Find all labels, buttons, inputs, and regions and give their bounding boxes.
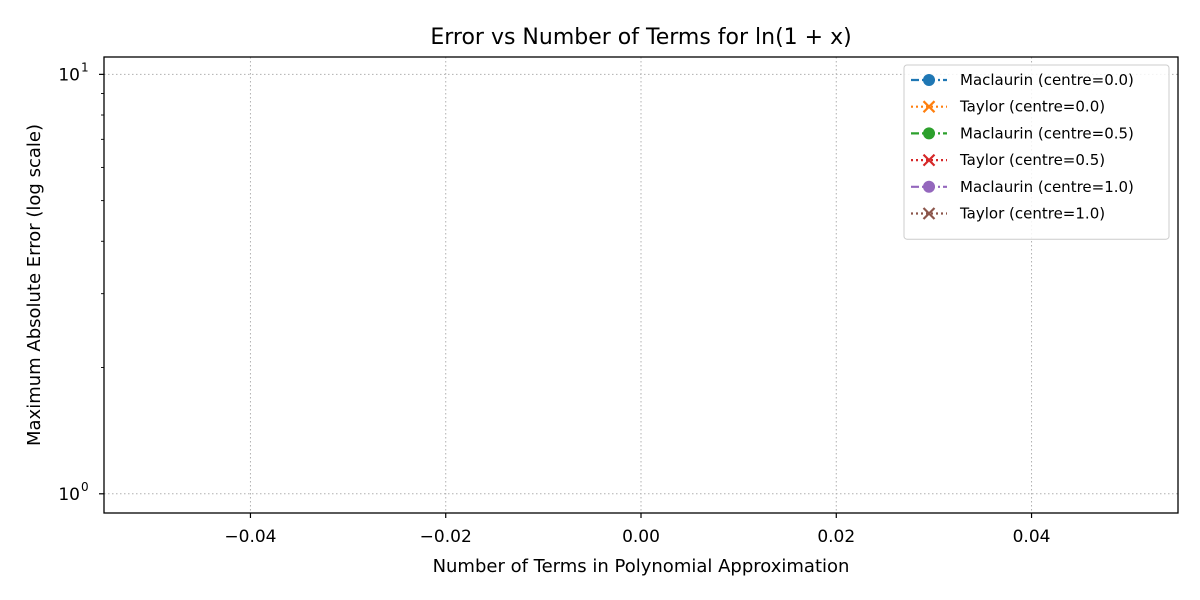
chart-title: Error vs Number of Terms for ln(1 + x)	[430, 25, 851, 50]
y-tick-exponent: 0	[81, 480, 89, 494]
legend-x-marker-icon	[922, 153, 936, 167]
legend-item: Maclaurin (centre=0.5)	[911, 124, 1134, 142]
x-tick-label: 0.00	[622, 527, 660, 547]
y-tick-exponent: 1	[81, 60, 89, 74]
legend-item: Taylor (centre=1.0)	[911, 205, 1105, 223]
legend-item: Maclaurin (centre=1.0)	[911, 178, 1134, 196]
y-tick-label: 10	[58, 65, 80, 85]
x-axis-label: Number of Terms in Polynomial Approximat…	[433, 556, 850, 577]
legend-label: Taylor (centre=0.5)	[959, 151, 1105, 169]
legend-item: Taylor (centre=0.5)	[911, 151, 1105, 169]
legend-x-marker-icon	[922, 207, 936, 220]
x-tick-label: −0.04	[224, 527, 276, 547]
legend-x-marker-icon	[922, 100, 936, 113]
x-tick-label: −0.02	[420, 527, 472, 547]
legend-item: Maclaurin (centre=0.0)	[911, 71, 1134, 89]
legend-label: Maclaurin (centre=0.5)	[960, 124, 1134, 142]
legend-circle-marker-icon	[923, 74, 935, 86]
legend-label: Maclaurin (centre=1.0)	[960, 178, 1134, 196]
legend: Maclaurin (centre=0.0) Taylor (centre=0.0…	[903, 64, 1170, 240]
x-tick-label: 0.02	[817, 527, 855, 547]
legend-circle-marker-icon	[923, 180, 935, 193]
legend-label: Taylor (centre=0.0)	[959, 98, 1105, 116]
legend-item: Taylor (centre=0.0)	[911, 98, 1105, 116]
legend-label: Taylor (centre=1.0)	[959, 205, 1105, 223]
y-axis-label: Maximum Absolute Error (log scale)	[24, 124, 45, 446]
legend-label: Maclaurin (centre=0.0)	[960, 71, 1134, 89]
y-tick-label: 10	[58, 485, 80, 505]
x-tick-label: 0.04	[1013, 527, 1051, 547]
legend-box	[903, 64, 1170, 240]
legend-circle-marker-icon	[923, 127, 935, 140]
